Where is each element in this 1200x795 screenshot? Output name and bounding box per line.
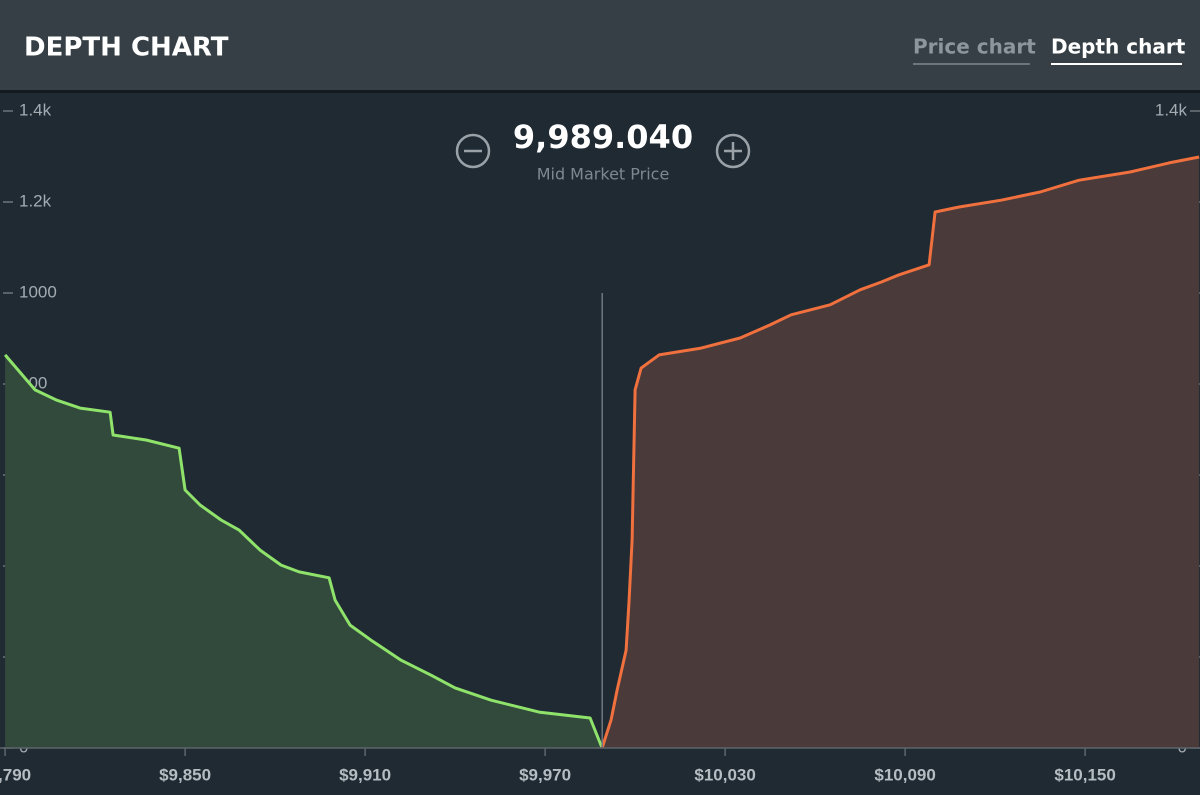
x-tick-label: $10,030 [694,765,755,784]
asks-area [602,157,1200,748]
x-tick-label: $10,090 [874,765,935,784]
zoom-in-button[interactable] [715,133,751,169]
zoom-out-circle [455,133,491,169]
zoom-out-button[interactable] [455,133,491,169]
y-tick-label: 1.4k [19,100,52,119]
plot: 00200200400400600600800800100010001.2k1.… [0,100,1200,784]
y-tick-label: 1.2k [19,191,52,210]
y-tick-label: 1000 [19,282,57,301]
asks-line [600,155,1200,749]
mid-price: 9,989.040 [513,118,693,156]
x-tick-label: $10,150 [1054,765,1115,784]
mid-price-caption: Mid Market Price [537,165,670,184]
x-tick-label: $9,970 [519,765,571,784]
widget-title: DEPTH CHART [24,33,229,63]
x-tick-label: $9,910 [339,765,391,784]
x-tick-label: $9,790 [0,765,31,784]
tab-active[interactable]: Depth chart [1051,35,1186,59]
bids-line [3,353,604,749]
tab[interactable]: Price chart [913,35,1036,59]
bids-area [5,354,603,748]
x-tick-label: $9,850 [159,765,211,784]
zoom-in-circle [715,133,751,169]
y2-tick-label: 1.4k [1155,100,1188,119]
header-bar [0,0,1200,90]
header-separator [0,90,1200,93]
